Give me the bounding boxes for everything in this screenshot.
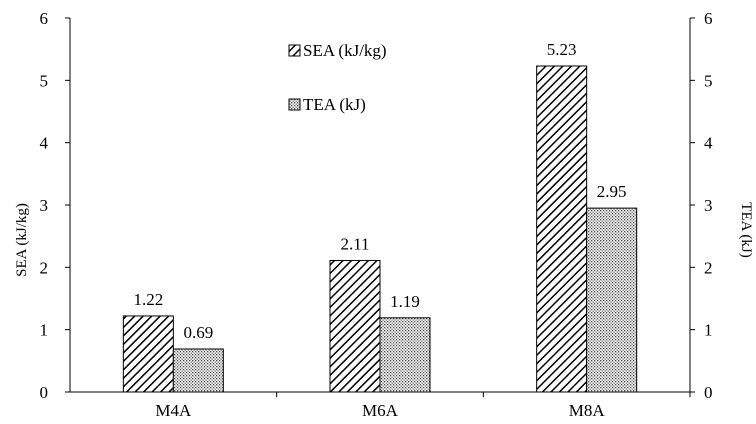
y2-tick-label: 4 — [704, 134, 713, 153]
bar-tea-m6a — [379, 317, 431, 393]
data-label: 1.22 — [133, 290, 163, 309]
x-tick-label: M6A — [362, 401, 399, 420]
bars — [122, 65, 638, 393]
y2-tick-label: 5 — [704, 71, 713, 90]
bar-sea-m6a — [329, 259, 381, 393]
x-tick-label: M8A — [569, 401, 606, 420]
bar-sea-m8a — [536, 65, 588, 393]
y2-tick-label: 2 — [704, 258, 713, 277]
y-tick-label: 3 — [40, 196, 49, 215]
legend-label-sea: SEA (kJ/kg) — [303, 41, 387, 60]
y-tick-label: 1 — [40, 321, 49, 340]
data-label: 5.23 — [547, 40, 577, 59]
y2-tick-label: 3 — [704, 196, 713, 215]
legend-label-tea: TEA (kJ) — [303, 95, 366, 114]
data-label: 2.95 — [597, 182, 627, 201]
y2-tick-label: 6 — [704, 9, 713, 28]
x-tick-label: M4A — [155, 401, 192, 420]
data-labels: 1.22 0.69 2.11 1.19 5.23 2.95 — [133, 40, 626, 342]
data-label: 2.11 — [340, 234, 369, 253]
data-label: 1.19 — [390, 292, 420, 311]
bar-sea-m4a — [122, 315, 174, 393]
y-axis-label: SEA (kJ/kg) — [14, 203, 30, 277]
y-tick-label: 0 — [40, 383, 49, 402]
bar-tea-m8a — [586, 207, 638, 393]
y2-tick-label: 1 — [704, 321, 713, 340]
y-tick-label: 2 — [40, 258, 49, 277]
y2-axis-label: TEA (kJ) — [738, 202, 754, 257]
bar-tea-m4a — [172, 348, 224, 393]
legend-swatch-tea — [288, 98, 301, 111]
y-tick-label: 5 — [40, 71, 49, 90]
data-label: 0.69 — [183, 323, 213, 342]
y2-tick-label: 0 — [704, 383, 713, 402]
y-tick-label: 4 — [40, 134, 49, 153]
legend-swatch-sea — [288, 44, 301, 57]
y-tick-label: 6 — [40, 9, 49, 28]
legend: SEA (kJ/kg) TEA (kJ) — [288, 41, 387, 114]
